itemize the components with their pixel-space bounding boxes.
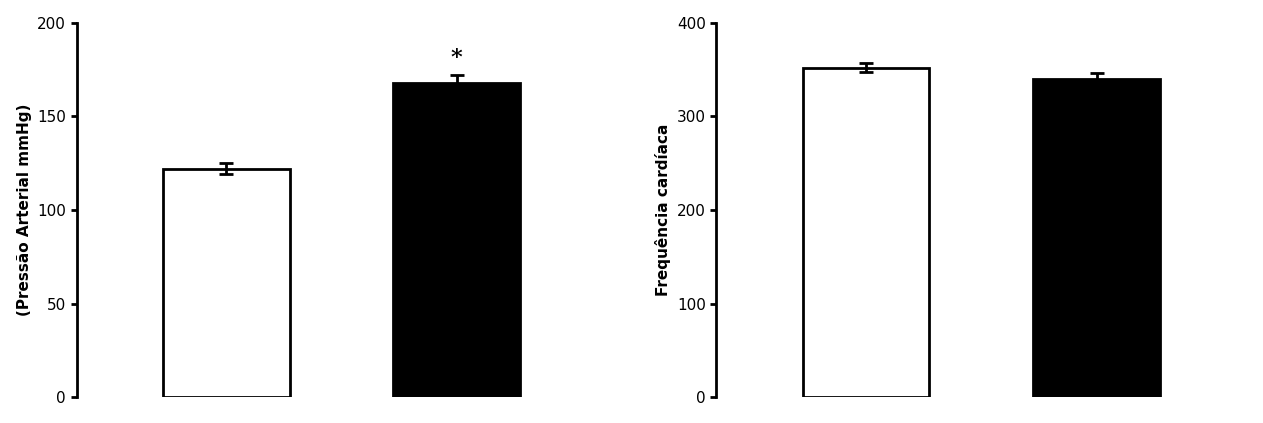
Y-axis label: Frequência cardíaca: Frequência cardíaca <box>655 124 671 296</box>
Text: *: * <box>451 47 462 69</box>
Bar <box>1033 79 1159 397</box>
Bar <box>394 82 520 397</box>
Bar <box>163 169 289 397</box>
Bar <box>803 68 930 397</box>
Y-axis label: (Pressão Arterial mmHg): (Pressão Arterial mmHg) <box>16 104 32 316</box>
